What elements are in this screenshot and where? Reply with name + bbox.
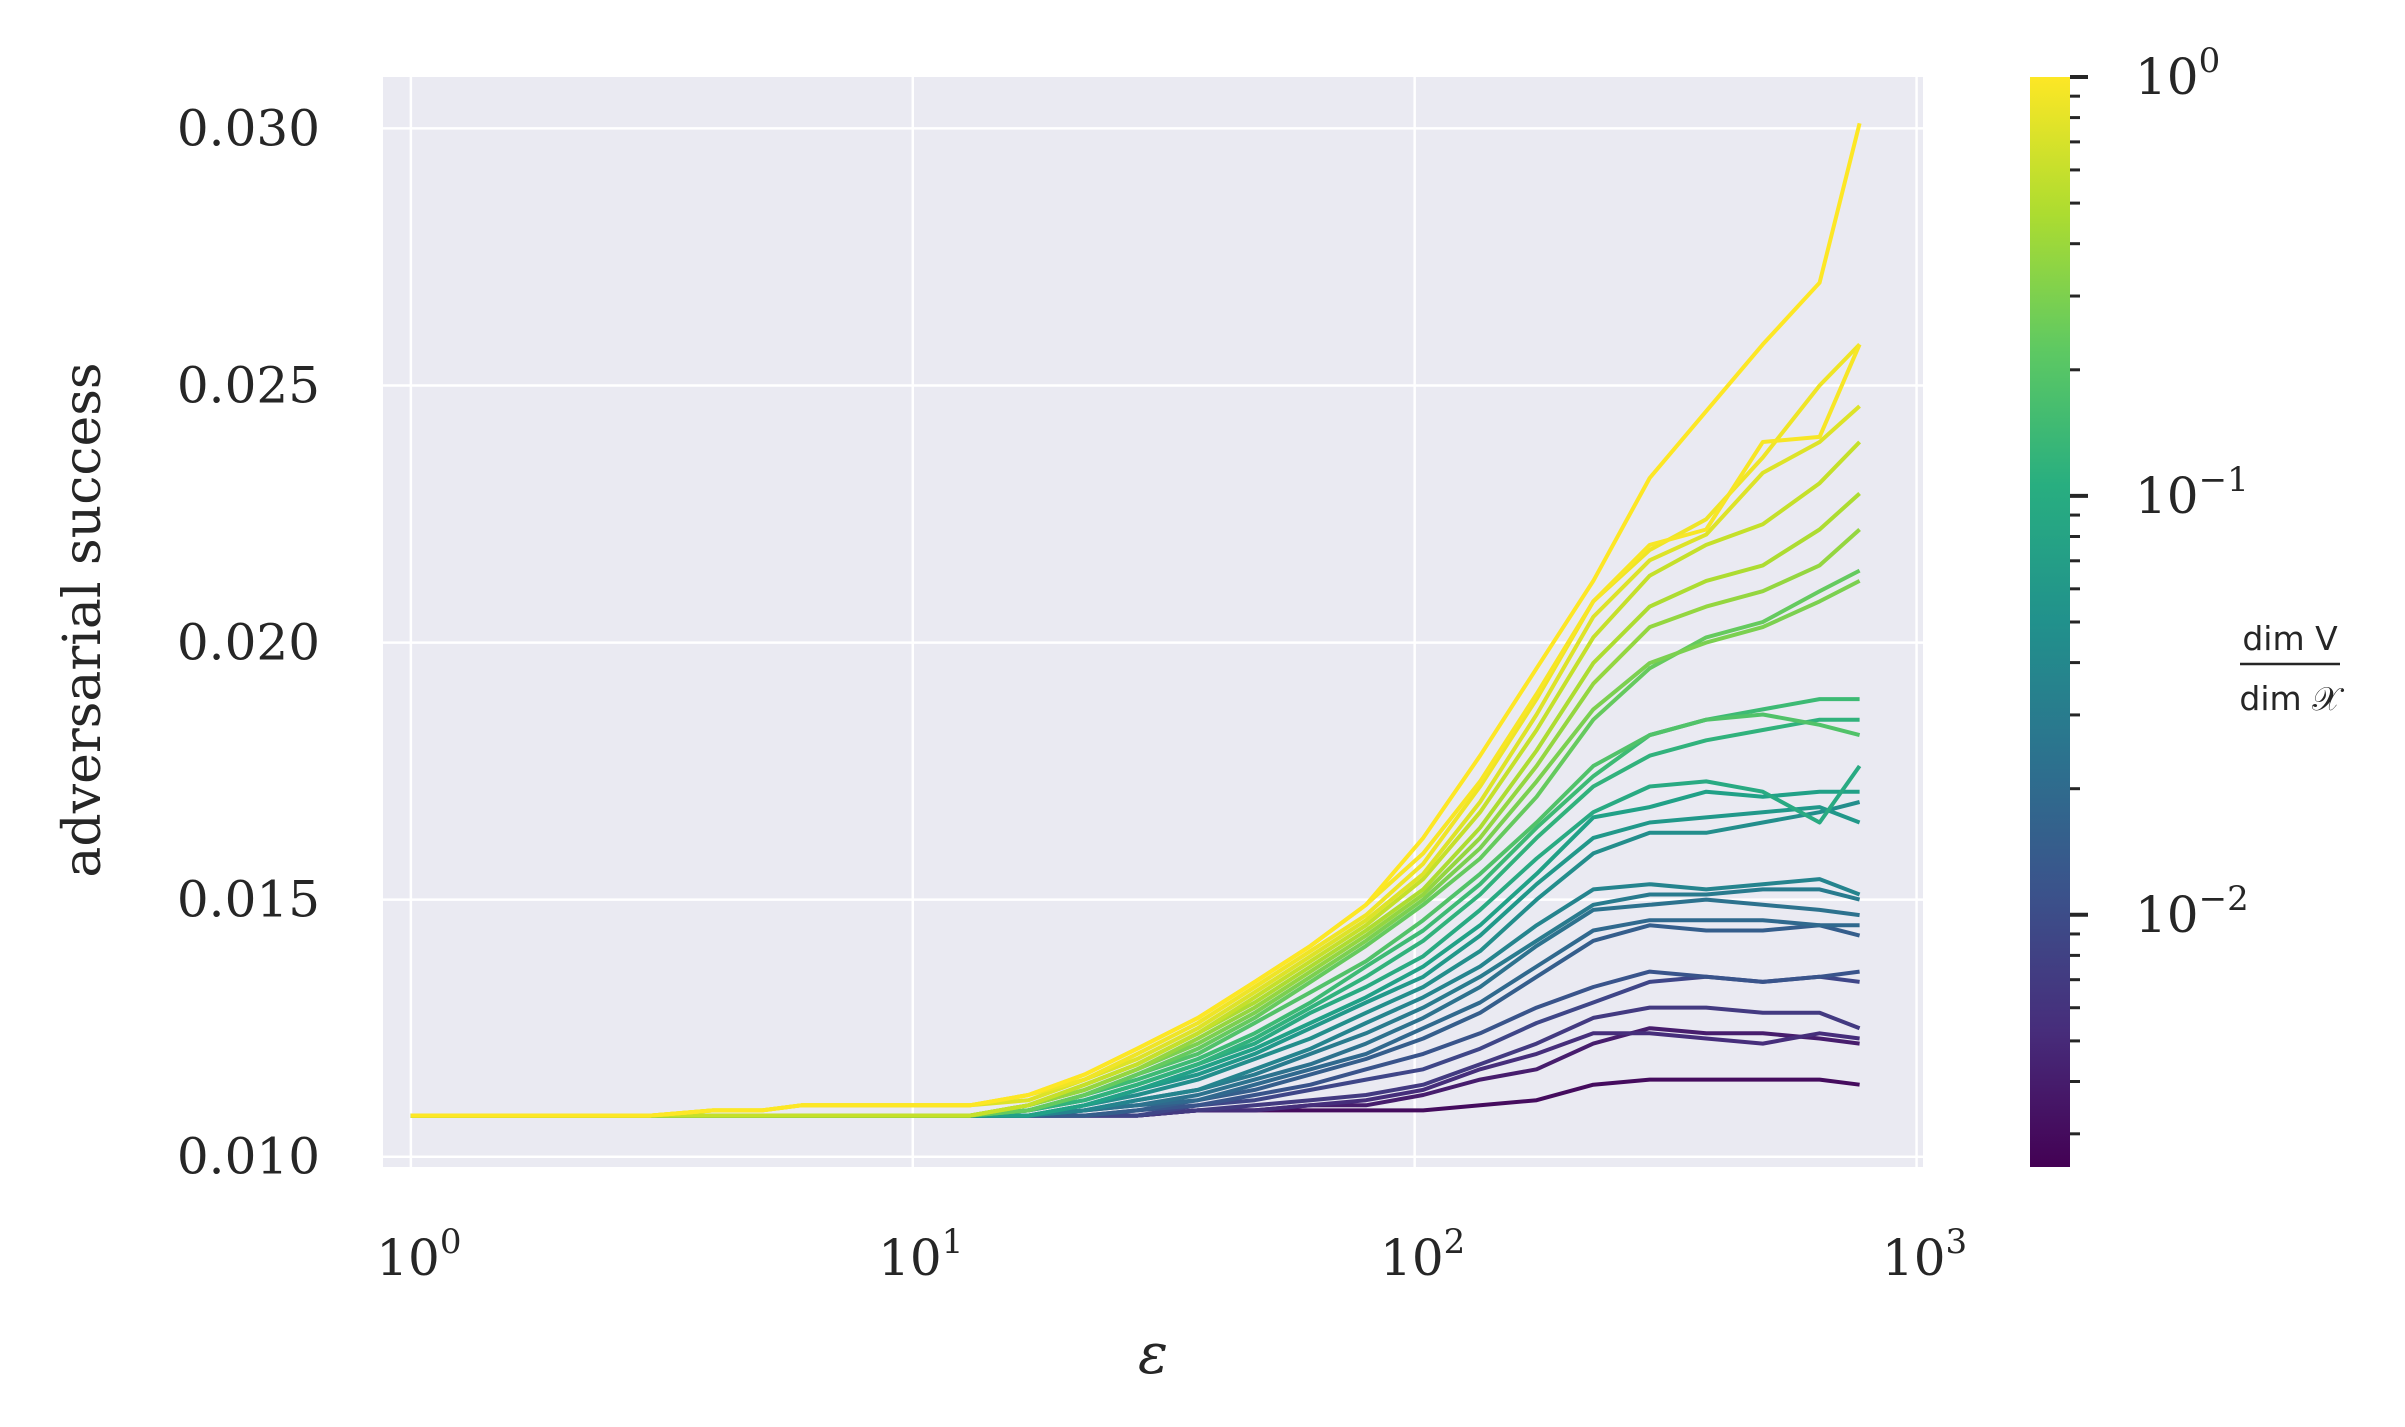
x-tick-label: 103 (1882, 1222, 1967, 1287)
colorbar-axis: 100 10−1 10−2 (2070, 41, 2249, 1136)
series-lines (410, 122, 1862, 1118)
colorbar-tick-label: 10−1 (2135, 460, 2249, 525)
y-tick-label: 0.015 (177, 871, 320, 929)
y-axis-title: adversarial success (53, 362, 113, 877)
colorbar (2030, 77, 2070, 1167)
x-tick-label: 100 (376, 1222, 461, 1287)
colorbar-label: dim V dim 𝒳 (2239, 619, 2344, 718)
y-tick-label: 0.030 (177, 99, 320, 157)
x-axis-title: ε (1138, 1322, 1168, 1387)
y-tick-label: 0.020 (177, 614, 320, 672)
colorbar-label-denominator: dim 𝒳 (2239, 679, 2344, 718)
x-axis: 100 101 102 103 (376, 1222, 1967, 1287)
x-tick-label: 102 (1380, 1222, 1465, 1287)
series-line (410, 122, 1862, 1118)
x-tick-label: 101 (878, 1222, 963, 1287)
series-line (410, 440, 1862, 1118)
colorbar-tick-label: 100 (2135, 41, 2220, 106)
grid-lines (383, 77, 1923, 1167)
plot-area (383, 77, 1923, 1167)
colorbar-label-numerator: dim V (2242, 619, 2338, 658)
y-axis: 0.010 0.015 0.020 0.025 0.030 (177, 99, 320, 1185)
y-tick-label: 0.010 (177, 1128, 320, 1186)
colorbar-tick-label: 10−2 (2135, 879, 2249, 944)
y-tick-label: 0.025 (177, 356, 320, 414)
